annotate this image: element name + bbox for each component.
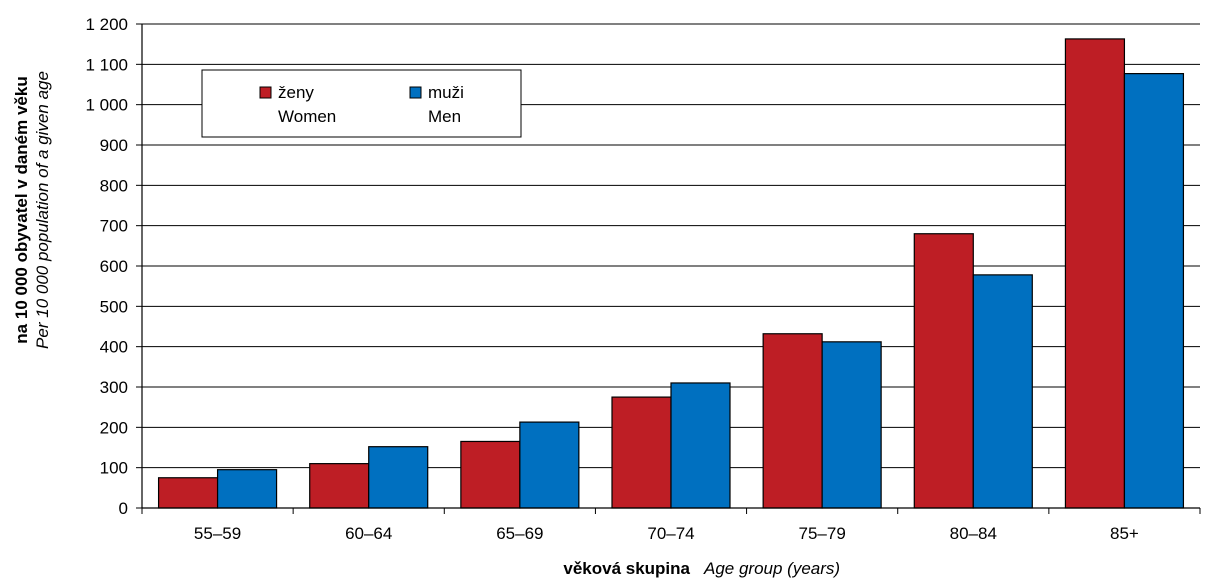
bar-women — [157, 477, 219, 509]
legend-label-men-en: Men — [428, 107, 461, 126]
x-tick-label: 60–64 — [345, 524, 392, 543]
x-tick-label: 65–69 — [496, 524, 543, 543]
y-tick-label: 900 — [100, 136, 128, 155]
gridlines — [142, 23, 1200, 469]
x-tick-label: 80–84 — [950, 524, 997, 543]
y-tick-label: 1 200 — [85, 15, 128, 34]
bar-women — [1064, 38, 1126, 509]
bar-men — [670, 382, 731, 509]
legend-box — [201, 69, 522, 138]
bar-men — [216, 469, 278, 509]
y-axis-title: na 10 000 obyvatel v daném věku — [12, 76, 31, 343]
bar-men — [821, 341, 882, 509]
bar-women — [611, 396, 672, 509]
legend-swatch-men — [409, 86, 422, 99]
x-tick-label: 70–74 — [647, 524, 694, 543]
y-tick-label: 200 — [100, 418, 128, 437]
x-tick-labels: 55–59 60–64 65–69 70–74 75–79 80–84 85+ — [194, 524, 1139, 543]
y-tick-label: 1 100 — [85, 55, 128, 74]
bar-women — [309, 463, 370, 509]
bar-men — [368, 446, 429, 509]
bar-men — [972, 274, 1033, 509]
y-tick-labels: 0 100 200 300 400 500 600 700 800 900 1 000 1 100 1 … — [85, 15, 128, 518]
y-tick-label: 700 — [100, 217, 128, 236]
y-tick-label: 100 — [100, 459, 128, 478]
y-axis-subtitle: Per 10 000 population of a given age — [33, 71, 52, 349]
axes — [136, 23, 1201, 514]
bar-women — [762, 333, 823, 509]
legend-label-men: muži — [428, 83, 464, 102]
legend-label-women-en: Women — [278, 107, 336, 126]
y-tick-label: 0 — [119, 499, 128, 518]
x-tick-label: 85+ — [1110, 524, 1139, 543]
x-axis-subtitle: Age group (years) — [703, 559, 840, 578]
y-tick-label: 600 — [100, 257, 128, 276]
x-tick-label: 75–79 — [799, 524, 846, 543]
bar-men — [1123, 73, 1185, 509]
y-tick-label: 300 — [100, 378, 128, 397]
bar-women — [460, 440, 521, 509]
bars — [157, 38, 1185, 509]
legend: ženy Women muži Men — [201, 69, 522, 138]
y-tick-label: 400 — [100, 338, 128, 357]
bar-men — [519, 421, 580, 509]
y-tick-label: 800 — [100, 176, 128, 195]
legend-swatch-women — [259, 86, 272, 99]
bar-women — [913, 233, 974, 509]
legend-label-women: ženy — [278, 83, 314, 102]
x-axis-title: věková skupina — [563, 559, 690, 578]
x-tick-label: 55–59 — [194, 524, 241, 543]
y-tick-label: 500 — [100, 297, 128, 316]
y-tick-label: 1 000 — [85, 96, 128, 115]
